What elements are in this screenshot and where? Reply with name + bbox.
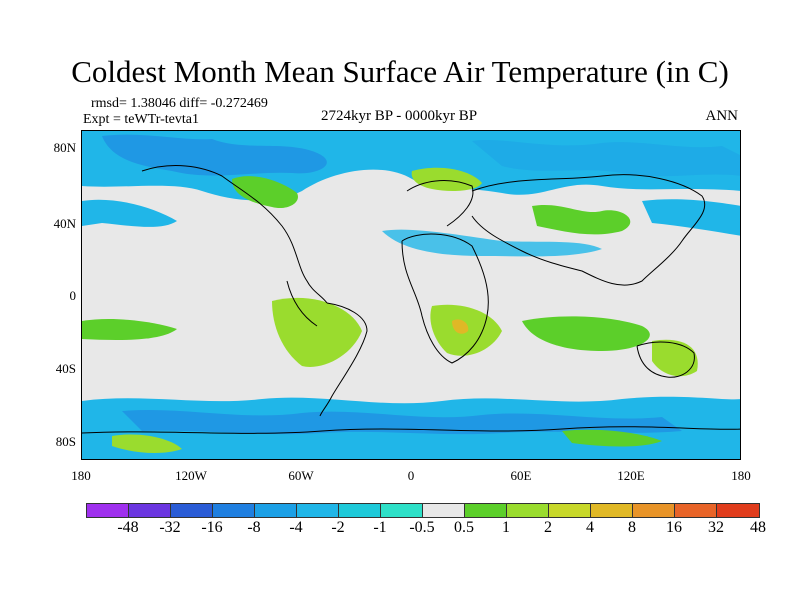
south-america-warm [272,297,362,367]
season-label: ANN [705,108,739,124]
temperature-anomaly-map [82,131,740,459]
coastlines [82,165,740,434]
northwest-pacific-cool [642,199,740,236]
colorbar-swatch [171,504,213,517]
x-tick-label: 60E [510,468,532,483]
southern-deep-cool [122,409,682,435]
colorbar-label: 32 [708,519,724,536]
colorbar-swatch [465,504,507,517]
colorbar-swatch [87,504,129,517]
australia-coast [636,341,695,378]
siberia-cool [472,139,740,177]
africa-coast [401,233,489,364]
colorbar-swatch [717,504,759,517]
x-tick-label: 60W [288,468,314,483]
stats-text: rmsd= 1.38046 diff= -0.272469 [91,96,268,111]
subtropical-cool-band [382,229,602,257]
x-tick-label: 120E [617,468,645,483]
colorbar-label: 16 [666,519,682,536]
colorbar-swatch [129,504,171,517]
australia-warm [652,339,698,377]
arctic-deep-cool [102,134,327,176]
experiment-text: Expt = teWTr-tevta1 [83,112,199,127]
north-pacific-cool [82,199,177,227]
y-tick-label: 0 [69,288,77,303]
colorbar-label: -4 [289,519,303,536]
map-plot [81,130,741,460]
antarctic-warm-patch [112,434,182,453]
colorbar-label: -1 [373,519,387,536]
colorbar [86,503,760,518]
y-tick-label: 40N [53,216,76,231]
period-text: 2724kyr BP - 0000kyr BP [321,108,478,124]
colorbar-label: 48 [750,519,766,536]
south-america-coast [319,302,368,417]
colorbar-swatch [549,504,591,517]
x-tick-label: 180 [731,468,751,483]
antarctic-warm-patch-east [562,429,662,447]
indian-ocean-warm [522,316,650,351]
colorbar-label: 0.5 [454,519,474,536]
central-america-coast [286,280,318,327]
y-tick-label: 80S [55,434,76,449]
east-pacific-warm [82,318,177,340]
y-tick-label: 40S [55,361,76,376]
colorbar-swatch [423,504,465,517]
colorbar-label: -48 [117,519,139,536]
africa-hotspot [452,319,469,334]
x-tick-label: 180 [71,468,91,483]
colorbar-swatch [213,504,255,517]
europe-warm-patch [411,167,482,191]
colorbar-label: -8 [247,519,261,536]
colorbar-label: -2 [331,519,345,536]
colorbar-label: 8 [628,519,636,536]
north-america-coast [141,165,328,304]
colorbar-label: 2 [544,519,552,536]
colorbar-label: -32 [159,519,181,536]
colorbar-swatch [591,504,633,517]
antarctica-coast [82,426,740,434]
colorbar-swatch [675,504,717,517]
colorbar-label: 1 [502,519,510,536]
nam-warm-patch [232,176,298,209]
x-tick-label: 0 [407,468,415,483]
colorbar-swatch [633,504,675,517]
x-tick-label: 120W [175,468,207,483]
colorbar-label: -0.5 [409,519,435,536]
colorbar-label: -16 [201,519,223,536]
colorbar-label: 4 [586,519,594,536]
asia-coast [471,174,705,286]
colorbar-swatch [339,504,381,517]
colorbar-swatch [255,504,297,517]
asia-warm-patch [532,204,631,235]
colorbar-swatch [381,504,423,517]
map-title: Coldest Month Mean Surface Air Temperatu… [71,54,729,89]
europe-coast [406,180,474,227]
colorbar-swatch [297,504,339,517]
y-tick-label: 80N [53,140,76,155]
colorbar-swatch [507,504,549,517]
